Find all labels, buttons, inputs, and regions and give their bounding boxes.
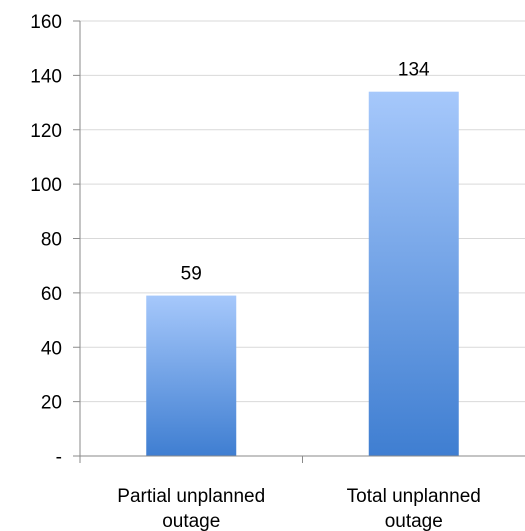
labels: - 20 40 60 80 100 120 140 160 59 Partial unplanned…	[30, 12, 481, 531]
y-tick-label: 20	[41, 393, 62, 414]
y-tick-label: 140	[30, 66, 62, 87]
data-label: 134	[398, 60, 430, 81]
bar	[146, 295, 237, 456]
x-category-label: outage	[385, 511, 443, 531]
bars	[146, 91, 459, 456]
y-tick-label: -	[56, 447, 62, 468]
x-category-label: Partial unplanned	[117, 486, 265, 507]
y-tick-label: 120	[30, 121, 62, 142]
y-tick-label: 100	[30, 175, 62, 196]
y-tick-label: 80	[41, 230, 62, 251]
x-category-label: Total unplanned	[347, 486, 481, 507]
y-tick-label: 160	[30, 12, 62, 33]
data-label: 59	[181, 264, 202, 285]
y-tick-label: 40	[41, 338, 62, 359]
bar	[368, 91, 459, 456]
x-category-label: outage	[162, 511, 220, 531]
axes	[73, 20, 525, 463]
y-tick-label: 60	[41, 284, 62, 305]
